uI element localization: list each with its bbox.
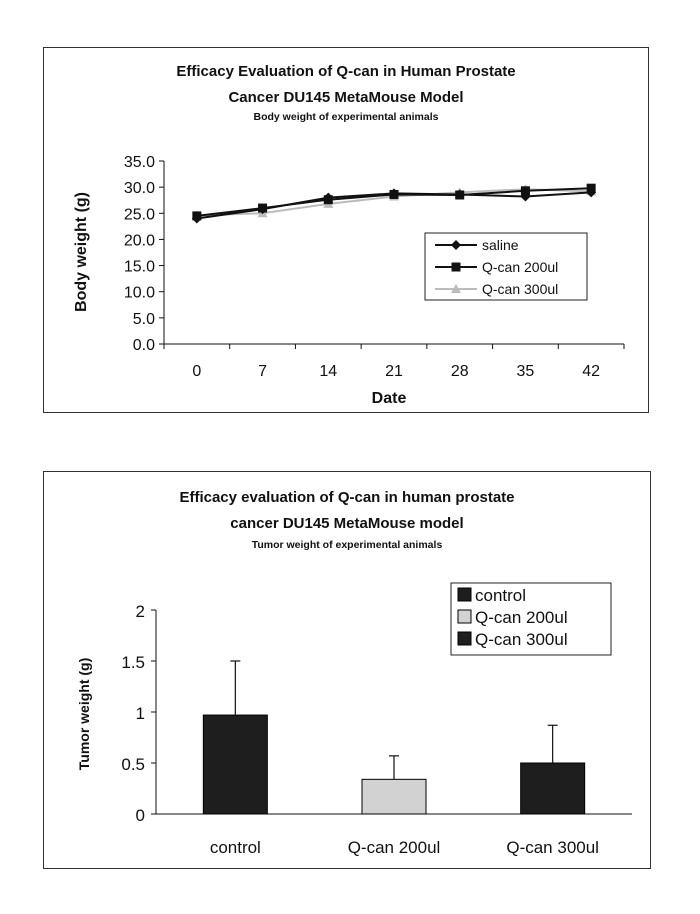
chart1-x-axis-label: Date — [372, 390, 407, 407]
tumor-weight-chart-panel: Efficacy evaluation of Q-can in human pr… — [43, 471, 651, 869]
chart1-y-tick-label: 25.0 — [124, 206, 155, 223]
chart2-y-tick-label: 1 — [136, 704, 145, 723]
chart2-bars-group — [202, 660, 586, 815]
chart1-axes: 0.0 5.0 10.0 15.0 20.0 25.0 30.0 35.0 0 7 14 21 28 35… — [124, 154, 625, 380]
body-weight-chart: Efficacy Evaluation of Q-can in Human Pr… — [73, 63, 625, 407]
chart1-y-tick-label: 10.0 — [124, 285, 155, 302]
chart1-title: Efficacy Evaluation of Q-can in Human Pr… — [176, 63, 515, 80]
chart1-series-group — [191, 183, 597, 224]
chart1-y-tick-label: 35.0 — [124, 154, 155, 171]
chart1-series-q-can-200ul — [192, 183, 596, 221]
tumor-weight-chart: Efficacy evaluation of Q-can in human pr… — [76, 489, 632, 857]
chart1-y-tick-label: 15.0 — [124, 259, 155, 276]
chart1-x-tick-label: 42 — [582, 363, 600, 380]
chart1-x-tick-label: 28 — [451, 363, 469, 380]
chart1-x-tick-label: 21 — [385, 363, 403, 380]
chart1-legend-label-200ul: Q-can 200ul — [482, 259, 558, 275]
chart1-legend-marker-q-can-200ul — [451, 262, 461, 272]
chart2-x-tick-label: control — [210, 838, 261, 857]
chart1-point-q-can-200ul — [389, 189, 399, 199]
chart2-bar-control — [202, 714, 268, 815]
chart1-y-tick-label: 30.0 — [124, 180, 155, 197]
chart1-x-tick-label: 7 — [258, 363, 267, 380]
chart1-legend-marker-saline — [451, 240, 461, 250]
chart2-bar-q-can-200ul — [361, 778, 427, 815]
chart1-point-q-can-200ul — [520, 186, 530, 196]
chart2-y-tick-label: 0.5 — [121, 755, 145, 774]
chart1-point-q-can-200ul — [258, 203, 268, 213]
chart1-legend-label-300ul: Q-can 300ul — [482, 281, 558, 297]
chart1-point-q-can-200ul — [323, 195, 333, 205]
chart1-y-axis-label: Body weight (g) — [73, 192, 90, 312]
chart2-legend: control Q-can 200ul Q-can 300ul — [450, 582, 612, 656]
chart2-x-tick-label: Q-can 300ul — [506, 838, 599, 857]
chart2-legend-label-300ul: Q-can 300ul — [475, 630, 568, 649]
chart1-y-tick-label: 20.0 — [124, 232, 155, 249]
chart2-legend-label-200ul: Q-can 200ul — [475, 608, 568, 627]
chart2-x-tick-label: Q-can 200ul — [348, 838, 441, 857]
chart1-point-q-can-200ul — [586, 183, 596, 193]
chart1-y-tick-label: 0.0 — [133, 337, 155, 354]
chart2-title: Efficacy evaluation of Q-can in human pr… — [179, 489, 514, 506]
chart1-legend: saline Q-can 200ul Q-can 300ul — [424, 232, 588, 301]
chart1-legend-label-saline: saline — [482, 237, 519, 253]
chart2-legend-box — [450, 582, 612, 656]
chart2-y-tick-label: 2 — [136, 602, 145, 621]
chart1-x-tick-label: 35 — [517, 363, 535, 380]
chart2-legend-swatch-control — [457, 587, 472, 602]
chart2-subtitle: Tumor weight of experimental animals — [252, 539, 443, 551]
chart2-y-tick-label: 1.5 — [121, 653, 145, 672]
chart2-legend-label-control: control — [475, 586, 526, 605]
chart2-y-axis-label: Tumor weight (g) — [76, 658, 92, 771]
chart1-legend-marker-q-can-300ul — [451, 284, 461, 293]
chart1-y-tick-label: 5.0 — [133, 311, 155, 328]
chart1-title-line2: Cancer DU145 MetaMouse Model — [228, 89, 463, 106]
chart1-x-tick-label: 14 — [319, 363, 337, 380]
chart1-point-q-can-200ul — [455, 190, 465, 200]
chart2-bar-q-can-300ul — [520, 762, 586, 815]
chart2-title-line2: cancer DU145 MetaMouse model — [230, 515, 463, 532]
chart1-x-tick-label: 0 — [192, 363, 201, 380]
chart2-legend-swatch-300ul — [457, 631, 472, 646]
chart1-point-q-can-200ul — [192, 211, 202, 221]
chart2-y-tick-label: 0 — [136, 806, 145, 825]
body-weight-chart-panel: Efficacy Evaluation of Q-can in Human Pr… — [43, 47, 649, 413]
chart2-legend-swatch-200ul — [457, 609, 472, 624]
chart1-subtitle: Body weight of experimental animals — [254, 111, 439, 123]
